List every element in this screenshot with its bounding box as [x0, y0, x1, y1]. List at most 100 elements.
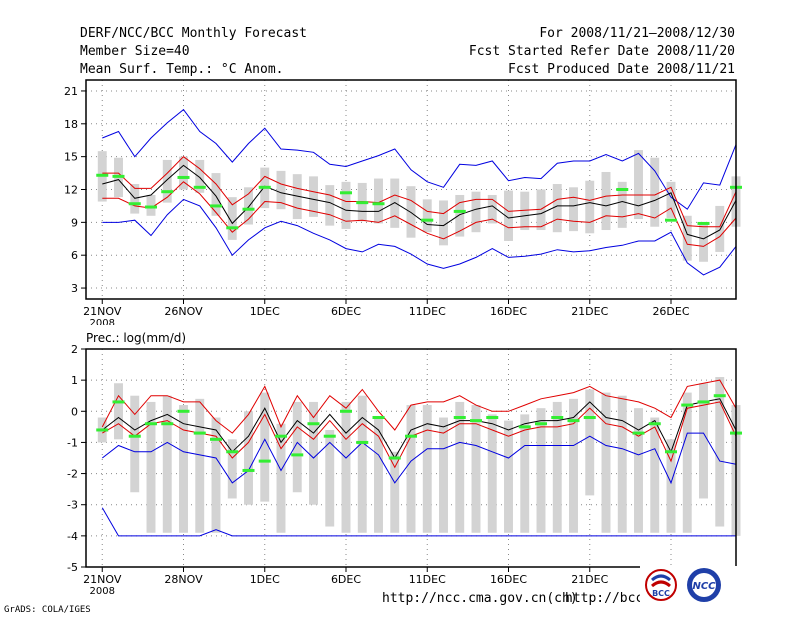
prec-range-bar — [195, 398, 205, 533]
prec-obs-marker — [681, 403, 694, 407]
temp-series-max — [102, 108, 737, 210]
prec-obs-marker — [697, 400, 710, 404]
prec-obs-marker — [632, 431, 645, 435]
prec-obs-marker — [567, 419, 580, 423]
temp-range-bar — [552, 184, 562, 233]
temp-xtick-label: 26DEC — [652, 305, 689, 318]
prec-obs-marker — [210, 437, 222, 441]
temp-range-bar — [309, 176, 318, 217]
prec-range-bar — [162, 395, 172, 533]
prec-range-bar — [374, 417, 383, 533]
temp-range-bar — [244, 187, 253, 225]
prec-obs-marker — [258, 459, 271, 463]
prec-xtick-label: 28NOV — [164, 573, 203, 586]
prec-range-bar — [146, 401, 156, 533]
temp-ytick-label: 12 — [64, 184, 78, 197]
prec-obs-marker — [112, 400, 125, 404]
prec-obs-marker — [551, 416, 564, 420]
temp-range-bar — [666, 181, 676, 218]
forecast-produced: Fcst Produced Date 2008/11/21 — [508, 62, 735, 77]
temp-range-bar — [325, 185, 335, 226]
temp-obs-marker — [177, 175, 190, 179]
prec-obs-marker — [470, 419, 482, 423]
variable-label: Mean Surf. Temp.: °C Anom. — [80, 62, 284, 77]
temp-ytick-label: 15 — [64, 151, 78, 164]
temp-range-bar — [617, 181, 627, 228]
temp-range-bar — [601, 171, 611, 231]
forecast-period: For 2008/11/21—2008/12/30 — [539, 26, 735, 41]
temp-obs-marker — [96, 173, 109, 177]
temp-series-q25 — [102, 181, 737, 247]
prec-obs-marker — [226, 450, 239, 454]
prec-ytick-label: -3 — [67, 499, 78, 512]
prec-range-bar — [650, 417, 660, 533]
prec-series-max — [101, 507, 736, 537]
prec-range-bar — [682, 392, 692, 533]
prec-obs-marker — [648, 422, 661, 426]
temp-range-bar — [585, 180, 595, 234]
prec-range-bar — [114, 383, 123, 440]
temp-range-bar — [374, 178, 383, 224]
temp-xtick-label: 21DEC — [571, 305, 608, 318]
prec-range-bar — [341, 401, 351, 533]
prec-range-bar — [130, 395, 140, 493]
prec-range-bar — [244, 411, 253, 505]
temp-range-bar — [146, 194, 156, 216]
prec-range-bar — [569, 398, 578, 533]
bcc-logo-icon: BCC — [645, 569, 677, 601]
prec-range-bar — [309, 401, 318, 505]
temp-range-bar — [536, 189, 546, 231]
bcc-url[interactable]: http://bcc. — [565, 591, 652, 606]
prec-series-q75 — [101, 379, 737, 434]
prec-range-bar — [422, 405, 432, 533]
prec-range-bar — [276, 423, 286, 533]
prec-xtick-label: 11DEC — [409, 573, 446, 586]
temp-range-bar — [455, 194, 465, 237]
temp-xtick-label: 11DEC — [409, 305, 446, 318]
temp-range-bar — [634, 150, 643, 220]
prec-obs-marker — [713, 394, 726, 398]
temp-range-bar — [569, 187, 578, 232]
prec-range-bar — [634, 408, 643, 533]
prec-ytick-label: -5 — [67, 561, 78, 574]
prec-range-bar — [211, 417, 221, 533]
prec-range-bar — [487, 414, 497, 533]
temp-ytick-label: 3 — [71, 282, 78, 295]
temp-range-bar — [211, 173, 221, 216]
prec-obs-marker — [340, 409, 352, 413]
prec-series-q25 — [102, 401, 737, 469]
prec-range-bar — [585, 389, 595, 496]
chart-title: DERF/NCC/BCC Monthly Forecast — [80, 26, 307, 41]
temp-obs-marker — [145, 205, 157, 209]
temp-range-bar — [471, 191, 481, 233]
prec-obs-marker — [486, 416, 499, 420]
prec-range-bar — [520, 414, 530, 533]
temp-range-bar — [715, 205, 725, 252]
temp-range-bar — [179, 156, 188, 190]
temp-ytick-label: 6 — [71, 249, 78, 262]
prec-obs-marker — [583, 416, 596, 420]
temp-xtick-label: 16DEC — [490, 305, 527, 318]
prec-range-bar — [292, 401, 302, 493]
prec-obs-marker — [96, 428, 109, 432]
prec-ytick-label: -4 — [67, 530, 78, 543]
prec-range-bar — [601, 392, 611, 533]
prec-range-bar — [455, 401, 465, 533]
prec-xtick-sublabel: 2008 — [90, 586, 115, 597]
ncc-url[interactable]: http://ncc.cma.gov.cn(ch) — [382, 591, 578, 606]
temp-range-bar — [439, 200, 448, 246]
prec-ytick-label: 0 — [71, 405, 78, 418]
prec-ytick-label: 1 — [71, 374, 78, 387]
prec-obs-marker — [665, 450, 677, 454]
temp-range-bar — [504, 190, 513, 241]
temp-range-bar — [162, 159, 172, 203]
prec-ytick-label: -1 — [67, 436, 78, 449]
temp-obs-marker — [340, 191, 352, 195]
temp-range-bar — [341, 181, 351, 229]
temp-xtick-label: 26NOV — [164, 305, 203, 318]
logos: BCC NCC — [640, 566, 738, 606]
prec-frame — [85, 348, 737, 568]
prec-obs-marker — [323, 434, 336, 438]
prec-ytick-label: 2 — [71, 343, 78, 356]
